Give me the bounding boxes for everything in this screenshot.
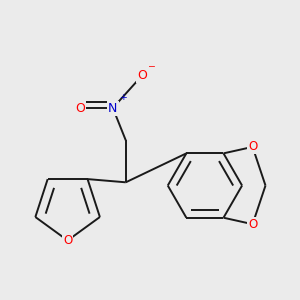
Text: N: N [108,101,118,115]
Text: O: O [248,140,257,153]
Text: O: O [76,101,85,115]
Text: +: + [119,93,126,102]
Text: O: O [63,234,72,247]
Text: −: − [148,61,156,70]
Text: O: O [248,218,257,231]
Text: O: O [137,69,147,82]
